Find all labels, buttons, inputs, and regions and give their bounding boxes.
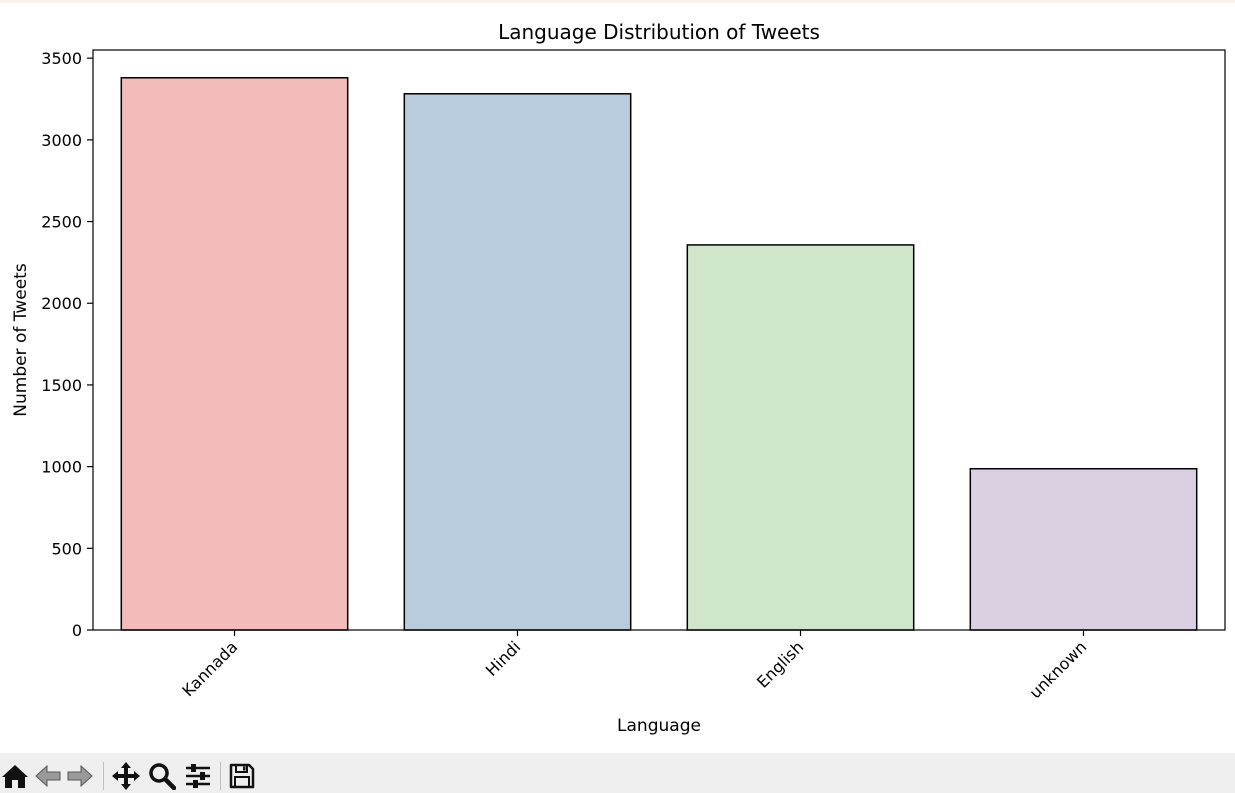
y-tick-label: 2000 [41,294,82,313]
y-tick-label: 3000 [41,131,82,150]
arrow-right-icon [67,764,93,788]
navigation-toolbar [0,753,1235,793]
magnifier-icon [149,763,176,790]
y-axis-label: Number of Tweets [11,263,31,417]
forward-button[interactable] [65,761,95,791]
bar-kannada [120,77,349,631]
toolbar-separator [220,762,221,790]
save-button[interactable] [227,761,257,791]
home-button[interactable] [0,761,30,791]
x-tick-label: English [753,637,807,691]
home-icon [2,765,28,788]
chart-figure: Language Distribution of Tweets 0 500 1000… [11,20,1226,736]
x-axis-label: Language [617,716,701,736]
pan-button[interactable] [111,761,141,791]
y-tick-label: 1500 [41,376,82,395]
y-tick-label: 1000 [41,458,82,477]
chart-title: Language Distribution of Tweets [498,20,820,44]
toolbar-separator [103,762,104,790]
floppy-disk-icon [229,763,255,789]
y-tick-label: 0 [72,621,82,640]
bar-unknown [969,467,1198,631]
bar-english [686,244,915,631]
x-tick-label: unknown [1025,637,1090,702]
move-icon [112,762,140,790]
window-top-strip [0,0,1235,3]
y-tick-label: 2500 [41,213,82,232]
sliders-icon [186,764,210,788]
arrow-left-icon [35,764,61,788]
x-tick-label: Hindi [482,637,525,680]
x-tick-label: Kannada [178,637,241,700]
plot-frame [92,49,1226,631]
y-tick-label: 500 [51,539,82,558]
bar-hindi [403,93,632,631]
configure-subplots-button[interactable] [183,761,213,791]
zoom-button[interactable] [147,761,177,791]
back-button[interactable] [33,761,63,791]
y-tick-label: 3500 [41,49,82,68]
